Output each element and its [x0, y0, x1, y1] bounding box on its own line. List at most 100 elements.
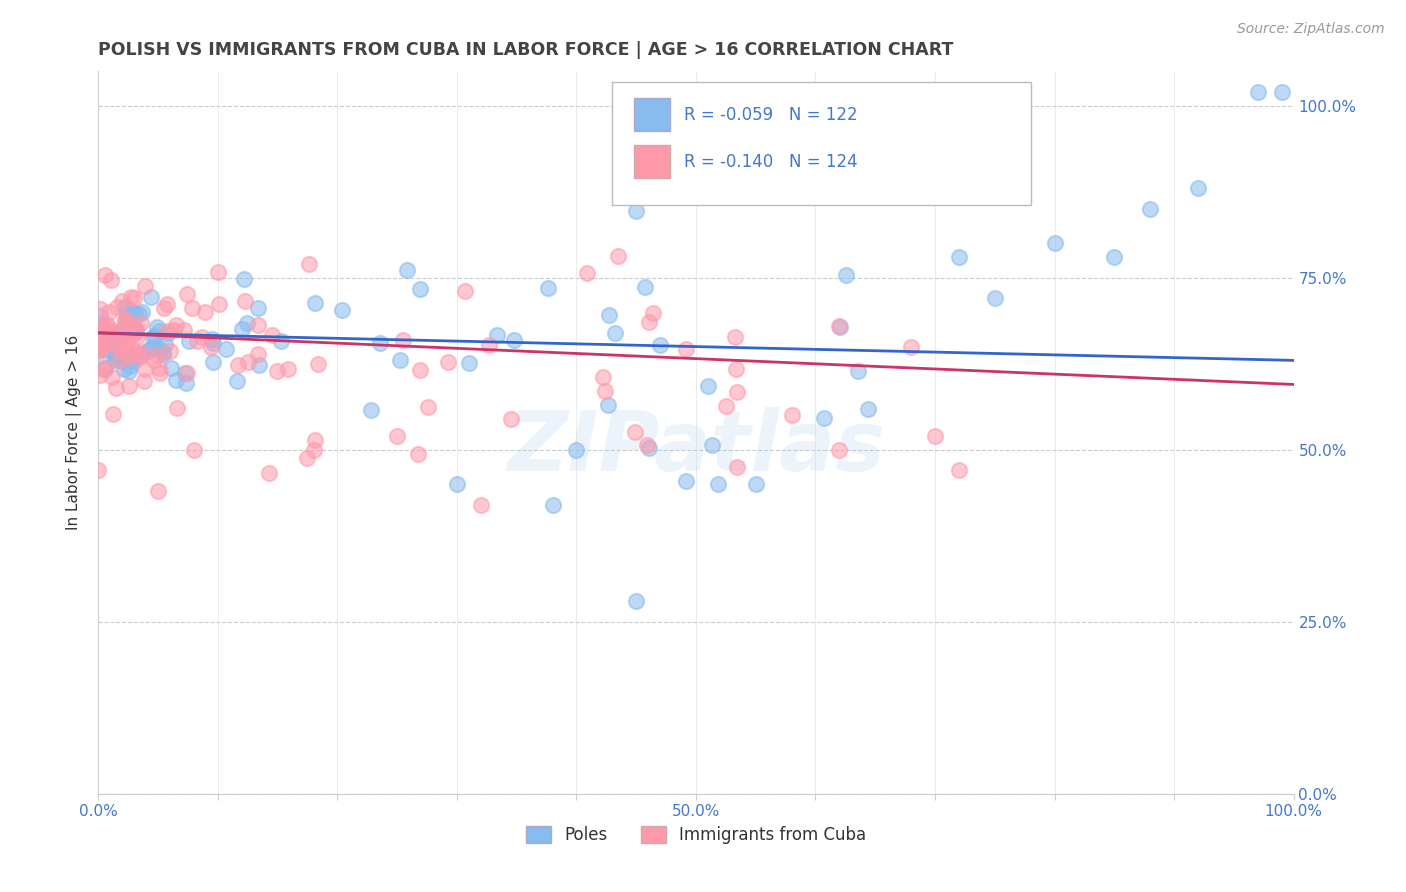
- Point: [418, 400, 440, 414]
- Point: [120, 290, 142, 304]
- Legend: Poles, Immigrants from Cuba: Poles, Immigrants from Cuba: [519, 819, 873, 851]
- Point: [236, 316, 259, 330]
- Point: [395, 262, 418, 277]
- Point: [724, 330, 747, 344]
- Point: [183, 442, 205, 457]
- Point: [98, 343, 121, 358]
- Point: [226, 359, 249, 373]
- Point: [110, 330, 132, 344]
- Point: [176, 286, 198, 301]
- Point: [165, 318, 187, 333]
- Point: [105, 342, 128, 356]
- Point: [120, 359, 142, 374]
- Point: [828, 318, 851, 333]
- Point: [486, 327, 509, 342]
- Point: [835, 268, 858, 282]
- Point: [100, 332, 122, 346]
- Point: [89, 368, 111, 382]
- Point: [247, 359, 270, 373]
- Point: [233, 272, 256, 286]
- Point: [202, 355, 225, 369]
- Point: [215, 343, 238, 357]
- Point: [173, 323, 195, 337]
- Point: [575, 266, 598, 280]
- Point: [595, 384, 617, 399]
- Point: [105, 348, 128, 362]
- Point: [87, 334, 110, 348]
- Point: [177, 334, 200, 349]
- Point: [307, 357, 329, 371]
- Point: [94, 361, 117, 376]
- Point: [91, 337, 114, 351]
- Point: [257, 466, 280, 480]
- Point: [1187, 181, 1209, 195]
- Point: [104, 380, 127, 394]
- Point: [118, 328, 141, 343]
- Point: [148, 484, 170, 499]
- Point: [176, 376, 198, 391]
- Point: [108, 331, 131, 345]
- Point: [98, 305, 121, 319]
- Point: [125, 322, 148, 336]
- Point: [121, 321, 143, 335]
- Point: [153, 337, 176, 351]
- Point: [266, 364, 288, 378]
- Point: [122, 326, 145, 340]
- Point: [194, 305, 217, 319]
- Bar: [634, 145, 669, 178]
- Point: [201, 332, 224, 346]
- Point: [165, 373, 187, 387]
- Point: [91, 343, 114, 357]
- Point: [134, 361, 156, 376]
- Point: [115, 348, 138, 362]
- Point: [231, 322, 253, 336]
- Point: [724, 362, 747, 376]
- Point: [707, 477, 730, 491]
- Point: [260, 328, 283, 343]
- Point: [122, 319, 145, 334]
- Point: [100, 273, 122, 287]
- Point: [94, 361, 117, 376]
- Point: [98, 323, 121, 337]
- Point: [409, 363, 432, 377]
- Point: [725, 384, 748, 399]
- Point: [984, 292, 1007, 306]
- Point: [122, 353, 145, 368]
- Point: [121, 305, 143, 319]
- Point: [745, 477, 768, 491]
- Text: R = -0.140   N = 124: R = -0.140 N = 124: [685, 153, 858, 170]
- Point: [112, 323, 135, 337]
- Point: [114, 300, 136, 314]
- Point: [828, 442, 851, 457]
- Point: [124, 320, 146, 334]
- Point: [948, 250, 970, 264]
- Point: [1271, 85, 1294, 99]
- Point: [122, 350, 145, 364]
- Point: [1104, 250, 1126, 264]
- Point: [91, 341, 114, 355]
- Point: [131, 346, 153, 360]
- Point: [603, 326, 626, 340]
- Point: [135, 344, 157, 359]
- Point: [97, 335, 120, 350]
- Point: [270, 334, 292, 348]
- Point: [107, 326, 129, 340]
- Point: [159, 343, 181, 358]
- Point: [592, 370, 614, 384]
- Point: [302, 442, 325, 457]
- Point: [675, 474, 697, 488]
- Point: [298, 257, 321, 271]
- Point: [101, 408, 124, 422]
- Bar: [634, 98, 669, 131]
- Point: [131, 347, 153, 361]
- Point: [453, 284, 475, 298]
- Point: [159, 360, 181, 375]
- Point: [89, 301, 111, 316]
- Point: [149, 342, 172, 356]
- Point: [846, 364, 869, 378]
- Point: [138, 342, 160, 356]
- Point: [156, 297, 179, 311]
- Point: [117, 318, 139, 333]
- Point: [117, 350, 139, 364]
- Point: [626, 204, 648, 219]
